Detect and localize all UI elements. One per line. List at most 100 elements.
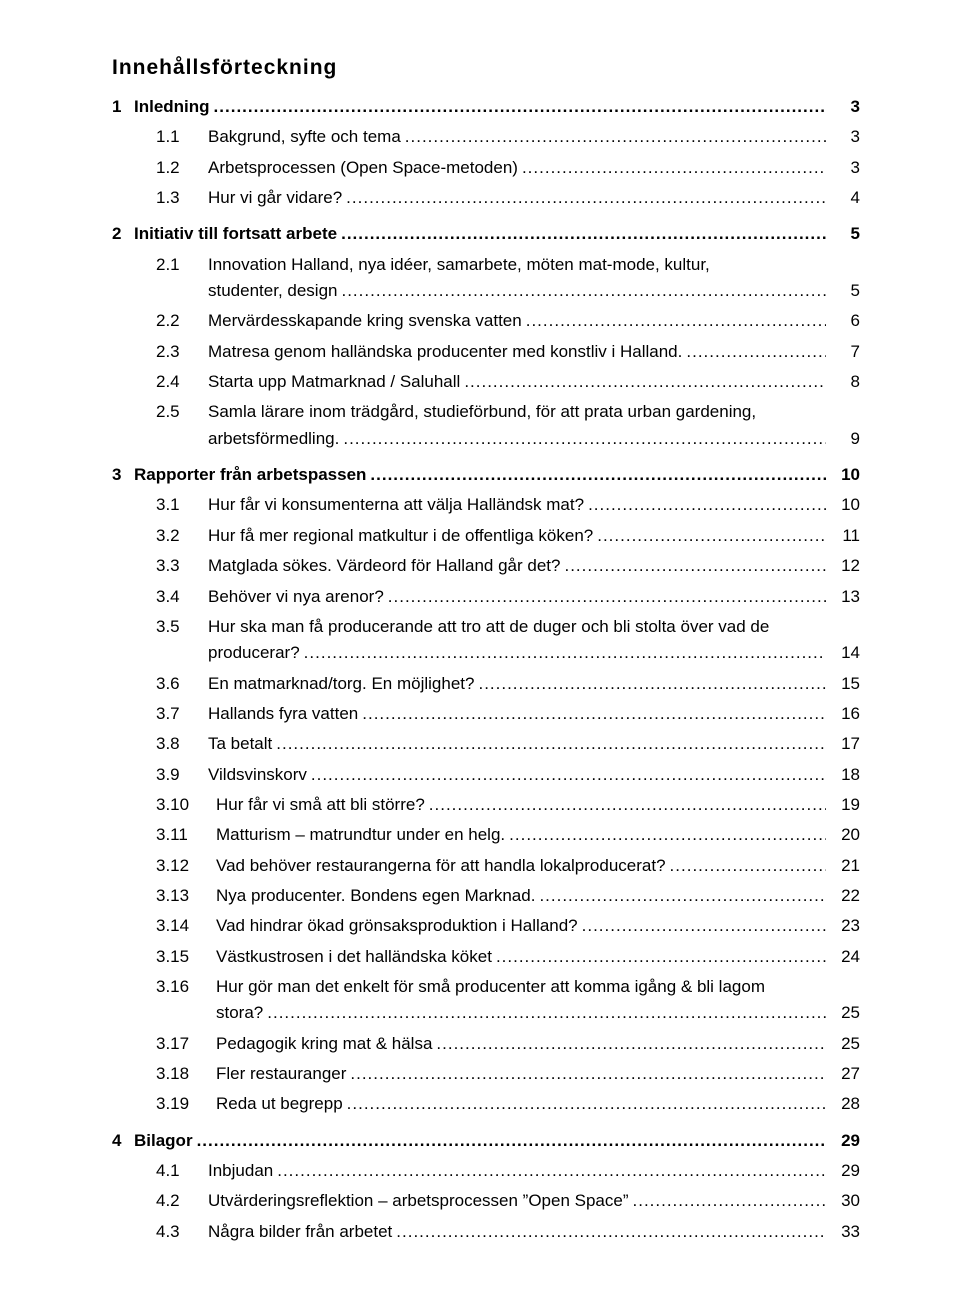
toc-entry-level2: 3.17Pedagogik kring mat & hälsa25 xyxy=(112,1031,860,1057)
toc-entry-level2: 3.19Reda ut begrepp28 xyxy=(112,1091,860,1117)
toc-number: 4 xyxy=(112,1128,134,1154)
toc-entry-level2: 2.4Starta upp Matmarknad / Saluhall 8 xyxy=(112,369,860,395)
toc-page-number: 13 xyxy=(830,584,860,610)
toc-page-number: 8 xyxy=(830,369,860,395)
toc-leader xyxy=(347,1091,826,1117)
toc-label: Inbjudan xyxy=(208,1158,273,1184)
toc-label: Några bilder från arbetet xyxy=(208,1219,392,1245)
toc-label: Bilagor xyxy=(134,1128,193,1154)
toc-number: 2.4 xyxy=(156,369,208,395)
toc-page-number: 5 xyxy=(830,278,860,304)
toc-page-number: 17 xyxy=(830,731,860,757)
toc-number: 3.15 xyxy=(156,944,216,970)
toc-entry-continuation: arbetsförmedling.9 xyxy=(112,426,860,452)
toc-label: Behöver vi nya arenor? xyxy=(208,584,384,610)
toc-number: 3.10 xyxy=(156,792,216,818)
toc-entry-level2: 3.12Vad behöver restaurangerna för att h… xyxy=(112,853,860,879)
toc-leader xyxy=(564,553,826,579)
toc-entry-level2: 2.2Mervärdesskapande kring svenska vatte… xyxy=(112,308,860,334)
toc-label: Hallands fyra vatten xyxy=(208,701,358,727)
toc-leader xyxy=(429,792,826,818)
toc-leader xyxy=(304,640,826,666)
toc-label: Arbetsprocessen (Open Space-metoden) xyxy=(208,155,518,181)
toc-number: 3.2 xyxy=(156,523,208,549)
toc-page-number: 3 xyxy=(830,124,860,150)
toc-leader xyxy=(686,339,826,365)
toc-label: Hur får vi små att bli större? xyxy=(216,792,425,818)
toc-label: Vad behöver restaurangerna för att handl… xyxy=(216,853,666,879)
toc-label: Starta upp Matmarknad / Saluhall xyxy=(208,369,460,395)
toc-leader xyxy=(478,671,826,697)
toc-leader xyxy=(341,221,826,247)
toc-page-number: 10 xyxy=(830,462,860,488)
toc-page-number: 5 xyxy=(830,221,860,247)
toc-page-number: 25 xyxy=(830,1031,860,1057)
toc-label: Samla lärare inom trädgård, studieförbun… xyxy=(208,399,756,425)
toc-label: Hur få mer regional matkultur i de offen… xyxy=(208,523,593,549)
toc-page-number: 27 xyxy=(830,1061,860,1087)
toc-entry-level1: 4Bilagor29 xyxy=(112,1128,860,1154)
toc-page-number: 7 xyxy=(830,339,860,365)
toc-entry-level2: 3.8Ta betalt17 xyxy=(112,731,860,757)
toc-number: 2 xyxy=(112,221,134,247)
toc-page-number: 23 xyxy=(830,913,860,939)
toc-number: 3.13 xyxy=(156,883,216,909)
toc-number: 3.17 xyxy=(156,1031,216,1057)
toc-page-number: 24 xyxy=(830,944,860,970)
toc-page-number: 6 xyxy=(830,308,860,334)
toc-leader xyxy=(350,1061,826,1087)
toc-entry-continuation: studenter, design 5 xyxy=(112,278,860,304)
toc-label: Hur vi går vidare? xyxy=(208,185,342,211)
toc-entry-level2: 3.18Fler restauranger27 xyxy=(112,1061,860,1087)
toc-page-number: 25 xyxy=(830,1000,860,1026)
toc-label: Hur ska man få producerande att tro att … xyxy=(208,614,769,640)
toc-leader xyxy=(197,1128,826,1154)
toc-number: 3.12 xyxy=(156,853,216,879)
toc-entry-level2: 4.3Några bilder från arbetet33 xyxy=(112,1219,860,1245)
toc-entry-level2: 3.16Hur gör man det enkelt för små produ… xyxy=(112,974,860,1000)
toc-label: Inledning xyxy=(134,94,210,120)
toc-entry-level2: 3.3Matglada sökes. Värdeord för Halland … xyxy=(112,553,860,579)
toc-entry-level1: 3Rapporter från arbetspassen10 xyxy=(112,462,860,488)
toc-number: 3.7 xyxy=(156,701,208,727)
toc-label: studenter, design xyxy=(208,278,337,304)
toc-entry-level1: 2Initiativ till fortsatt arbete 5 xyxy=(112,221,860,247)
toc-page-number: 10 xyxy=(830,492,860,518)
toc-page-number: 16 xyxy=(830,701,860,727)
toc-number: 3.6 xyxy=(156,671,208,697)
toc-page-number: 4 xyxy=(830,185,860,211)
toc-leader xyxy=(343,426,826,452)
toc-leader xyxy=(464,369,826,395)
toc-entry-level1: 1Inledning3 xyxy=(112,94,860,120)
table-of-contents: 1Inledning31.1Bakgrund, syfte och tema31… xyxy=(112,94,860,1245)
toc-leader xyxy=(341,278,826,304)
toc-entry-level2: 3.7Hallands fyra vatten 16 xyxy=(112,701,860,727)
toc-leader xyxy=(362,701,826,727)
toc-label: Västkustrosen i det halländska köket xyxy=(216,944,492,970)
toc-entry-level2: 2.3Matresa genom halländska producenter … xyxy=(112,339,860,365)
toc-label: Innovation Halland, nya idéer, samarbete… xyxy=(208,252,710,278)
toc-leader xyxy=(388,584,826,610)
toc-entry-level2: 2.1Innovation Halland, nya idéer, samarb… xyxy=(112,252,860,278)
toc-number: 3.8 xyxy=(156,731,208,757)
toc-page-number: 19 xyxy=(830,792,860,818)
toc-leader xyxy=(582,913,826,939)
toc-entry-level2: 4.1Inbjudan29 xyxy=(112,1158,860,1184)
toc-number: 3.11 xyxy=(156,822,216,848)
toc-number: 3.14 xyxy=(156,913,216,939)
toc-number: 3.16 xyxy=(156,974,216,1000)
toc-label: Matglada sökes. Värdeord för Halland går… xyxy=(208,553,560,579)
toc-entry-level2: 3.9Vildsvinskorv18 xyxy=(112,762,860,788)
toc-label: Matresa genom halländska producenter med… xyxy=(208,339,682,365)
toc-entry-level2: 2.5Samla lärare inom trädgård, studieför… xyxy=(112,399,860,425)
toc-number: 4.1 xyxy=(156,1158,208,1184)
toc-number: 4.2 xyxy=(156,1188,208,1214)
toc-label: Initiativ till fortsatt arbete xyxy=(134,221,337,247)
toc-number: 4.3 xyxy=(156,1219,208,1245)
toc-page-number: 14 xyxy=(830,640,860,666)
toc-number: 1.3 xyxy=(156,185,208,211)
toc-number: 3.9 xyxy=(156,762,208,788)
toc-leader xyxy=(496,944,826,970)
toc-label: Nya producenter. Bondens egen Marknad. xyxy=(216,883,535,909)
toc-leader xyxy=(522,155,826,181)
